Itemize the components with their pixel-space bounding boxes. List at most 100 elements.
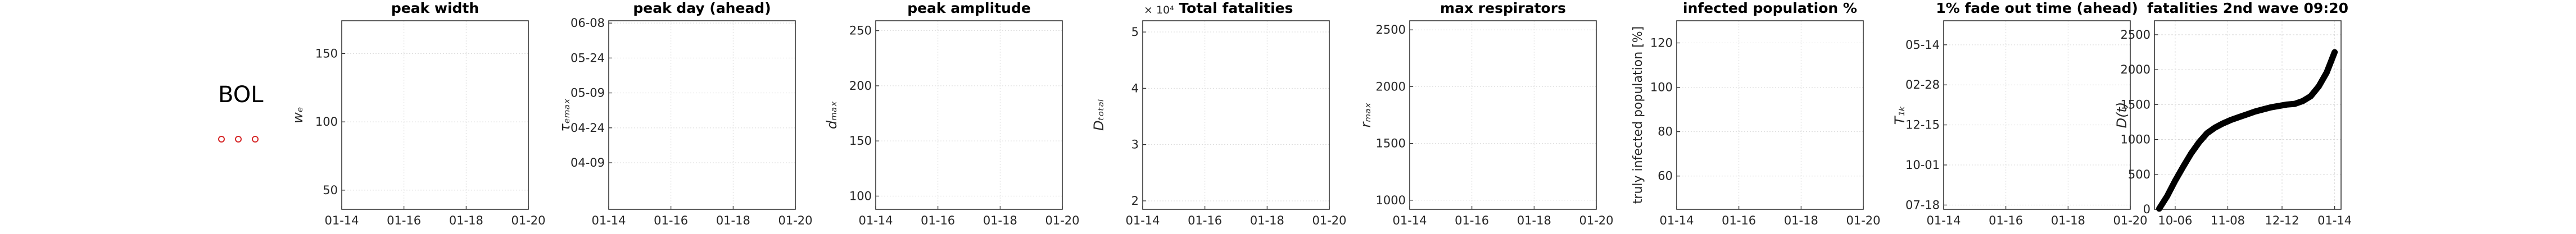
data-point (2188, 150, 2194, 157)
y-axis-label: T₁ₖ (1892, 105, 1908, 125)
axes-frame (341, 20, 529, 210)
axes-frame (608, 20, 796, 210)
x-tick-label: 01-18 (1250, 214, 1284, 227)
data-point (2164, 193, 2170, 199)
y-tick-label: 250 (849, 24, 872, 38)
x-tick-label: 01-14 (324, 214, 359, 227)
y-tick-label: 07-18 (1905, 198, 1940, 212)
y-tick-label: 120 (1650, 36, 1673, 50)
data-point (2299, 98, 2306, 104)
y-tick-label: 150 (849, 134, 872, 148)
y-tick-label: 200 (849, 79, 872, 93)
data-point (2252, 108, 2258, 114)
y-axis-label: τₑₘₐₓ (557, 98, 573, 131)
y-tick-label: 05-09 (571, 86, 605, 100)
y-axis-label: Dₜₒₜₐₗ (1091, 99, 1107, 131)
x-tick-label: 01-16 (654, 214, 688, 227)
y-tick-label: 4 (1131, 81, 1139, 95)
y-tick-label: 1500 (1376, 137, 1406, 150)
country-label: BOL (218, 82, 264, 108)
chart-panel: 01-14 01-16 01-18 01-20 60 80 100 120 infected p… (1631, 0, 1881, 227)
chart-title: peak day (ahead) (633, 0, 771, 16)
chart-panel: 01-14 01-16 01-18 01-20 07-18 10-01 12-15 02-28… (1892, 0, 2148, 227)
x-tick-label: 01-14 (1926, 214, 1961, 227)
y-tick-label: 5 (1131, 25, 1139, 39)
data-point (2156, 205, 2162, 212)
data-point (2236, 114, 2242, 120)
data-point (2220, 120, 2226, 126)
chart-title: 1% fade out time (ahead) (1936, 0, 2138, 16)
data-point (2324, 70, 2330, 76)
x-tick-label: 01-18 (2051, 214, 2085, 227)
x-tick-label: 01-14 (858, 214, 893, 227)
chart-panel: 01-14 01-16 01-18 01-20 100 150 200 250 peak amp… (824, 0, 1080, 227)
chart-panel: 01-14 01-16 01-18 01-20 1000 1500 2000 2500 max … (1358, 0, 1614, 227)
data-point (2284, 102, 2290, 108)
y-tick-label: 0 (2143, 203, 2151, 216)
y-tick-label: 100 (1650, 81, 1673, 94)
series-line (2156, 49, 2338, 212)
y-tick-label: 05-14 (1905, 38, 1940, 52)
data-point (2331, 49, 2338, 55)
y-tick-label: 2 (1131, 194, 1139, 208)
axes-frame (1409, 20, 1597, 210)
x-tick-label: 10-06 (2158, 214, 2192, 227)
data-point (2276, 103, 2282, 109)
x-tick-label: 12-12 (2265, 214, 2299, 227)
marker-circle (218, 136, 225, 143)
marker-circle (235, 136, 242, 143)
y-tick-label: 06-08 (571, 16, 605, 30)
x-tick-label: 01-16 (1722, 214, 1756, 227)
x-tick-label: 01-20 (1045, 214, 1079, 227)
y-tick-label: 2000 (2121, 63, 2151, 76)
chart-panel: 01-14 01-16 01-18 01-20 04-09 04-24 05-09 05-24… (557, 0, 813, 227)
y-tick-label: 1000 (1376, 194, 1406, 207)
chart-title: peak width (391, 0, 479, 16)
axes-frame (1142, 20, 1330, 210)
y-tick-label: 10-01 (1905, 158, 1940, 172)
y-tick-label: 80 (1658, 125, 1673, 139)
x-tick-label: 01-18 (1517, 214, 1551, 227)
x-tick-label: 01-18 (716, 214, 750, 227)
x-tick-label: 01-14 (591, 214, 626, 227)
y-tick-label: 04-24 (571, 121, 605, 135)
data-point (2316, 83, 2322, 89)
chart-title: peak amplitude (907, 0, 1031, 16)
y-tick-label: 150 (315, 47, 338, 60)
y-tick-label: 1000 (2121, 133, 2151, 146)
x-tick-label: 01-14 (1125, 214, 1160, 227)
chart-panel: 01-14 01-16 01-18 01-20 50 100 150 peak width wₑ (290, 0, 546, 227)
x-tick-label: 01-14 (1659, 214, 1694, 227)
y-axis-label: dₘₐₓ (824, 101, 840, 129)
y-tick-label: 1500 (2121, 98, 2151, 111)
chart-panel: 01-14 01-16 01-18 01-20 2 3 4 5 Total fatalities… (1091, 0, 1347, 227)
x-tick-label: 11-08 (2211, 214, 2245, 227)
axes-frame (2154, 20, 2342, 210)
y-tick-label: 60 (1658, 169, 1673, 183)
data-point (2260, 107, 2266, 113)
y-axis-label: rₘₐₓ (1358, 103, 1374, 128)
x-tick-label: 01-18 (983, 214, 1017, 227)
x-tick-label: 01-16 (1188, 214, 1222, 227)
chart-title: max respirators (1440, 0, 1566, 16)
data-point (2308, 93, 2314, 99)
data-point (2228, 117, 2234, 123)
y-tick-label: 3 (1131, 138, 1139, 152)
data-point (2196, 139, 2202, 145)
y-tick-label: 2500 (2121, 28, 2151, 42)
axis-multiplier: × 10⁴ (1144, 4, 1174, 16)
y-axis-label: truly infected population [%] (1631, 26, 1645, 204)
x-tick-label: 01-14 (1392, 214, 1427, 227)
y-tick-label: 2500 (1376, 23, 1406, 36)
x-tick-label: 01-20 (778, 214, 812, 227)
x-tick-label: 01-20 (1312, 214, 1346, 227)
chart-title: fatalities 2nd wave 09:20 (2147, 0, 2348, 16)
x-tick-label: 01-14 (2317, 214, 2352, 227)
data-point (2244, 111, 2250, 117)
data-point (2180, 164, 2186, 170)
x-tick-label: 01-16 (387, 214, 421, 227)
axes-frame (1676, 20, 1864, 210)
data-point (2204, 130, 2210, 136)
x-tick-label: 01-20 (511, 214, 545, 227)
